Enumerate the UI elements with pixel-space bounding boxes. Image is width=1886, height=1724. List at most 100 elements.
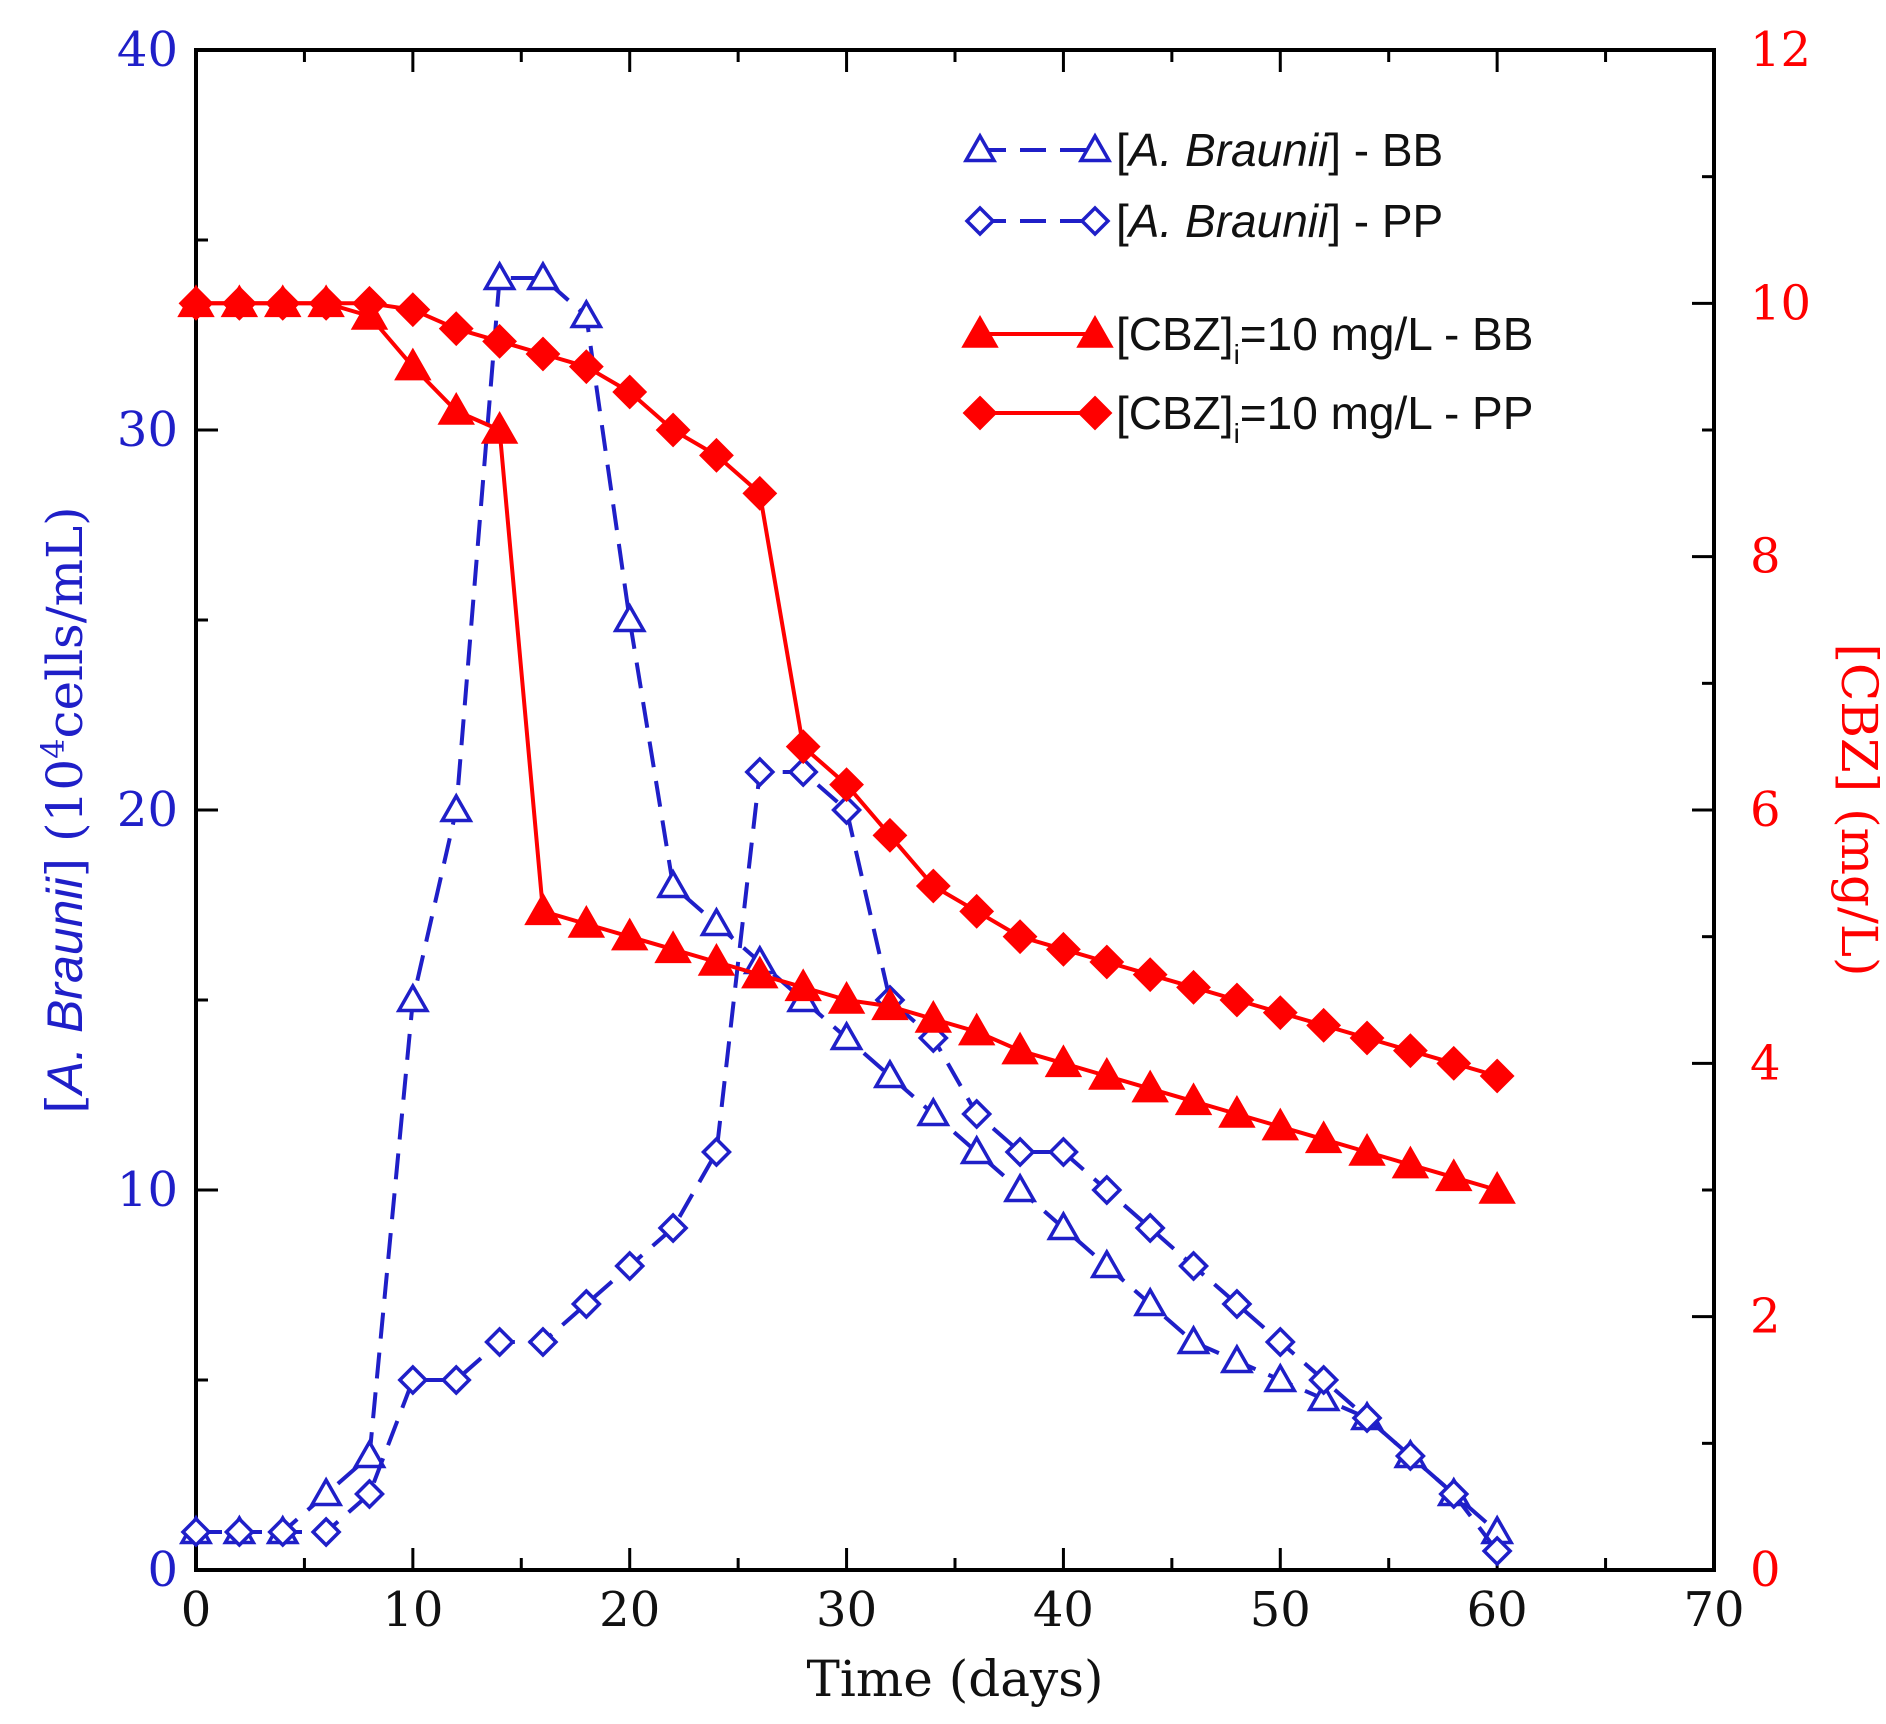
data-point <box>439 792 474 823</box>
data-point <box>1176 969 1211 1005</box>
y-left-tick-label: 0 <box>147 1542 178 1598</box>
data-point <box>1304 1120 1343 1154</box>
data-point <box>482 260 517 291</box>
legend-label: [A. Braunii] - BB <box>1116 124 1443 176</box>
data-point <box>397 1364 429 1396</box>
x-tick-label: 20 <box>599 1582 660 1638</box>
x-tick-label: 10 <box>382 1582 443 1638</box>
y-left-tick-label: 10 <box>117 1162 178 1218</box>
y-left-tick-label: 20 <box>117 782 178 838</box>
data-point <box>871 987 909 1021</box>
data-point <box>1481 1535 1513 1567</box>
data-point <box>1262 995 1298 1031</box>
data-point <box>916 1096 951 1127</box>
x-tick-label: 0 <box>181 1582 212 1638</box>
data-point <box>1351 1402 1383 1434</box>
plot-frame <box>194 48 1716 1572</box>
data-point <box>1391 1145 1430 1179</box>
data-point <box>785 729 821 765</box>
y-left-axis-title: [A. Braunii] (104cells/mL) <box>34 506 94 1113</box>
data-point <box>1046 1210 1081 1241</box>
legend-label: [CBZ]i=10 mg/L - BB <box>1116 308 1533 370</box>
data-point <box>394 347 432 381</box>
data-point <box>1001 1031 1039 1065</box>
y-right-tick-labels: 0 2 4 6 8 10 12 <box>1750 22 1811 1598</box>
data-point <box>697 942 736 976</box>
data-point <box>1004 1136 1036 1168</box>
legend-marker <box>962 395 998 431</box>
data-point <box>610 917 649 951</box>
data-point <box>829 767 864 803</box>
data-point <box>395 982 430 1013</box>
data-point <box>524 892 562 926</box>
data-point <box>1221 1288 1253 1320</box>
x-tick-label: 60 <box>1467 1582 1528 1638</box>
data-point <box>265 285 301 321</box>
data-point <box>657 1212 689 1244</box>
x-tick-label: 40 <box>1033 1582 1094 1638</box>
data-point <box>1178 1250 1210 1282</box>
data-point <box>1002 919 1038 955</box>
y-left-title-part-3: ] (10 <box>36 759 94 878</box>
data-point <box>527 1326 559 1358</box>
data-point <box>221 285 257 321</box>
data-point <box>784 968 822 1002</box>
legend-marker <box>1076 314 1114 348</box>
data-point <box>354 1478 385 1510</box>
data-point <box>1132 957 1168 993</box>
y-right-tick-label: 2 <box>1750 1289 1781 1345</box>
data-point <box>480 410 519 444</box>
data-point <box>744 756 776 788</box>
legend-label: [A. Braunii] - PP <box>1116 195 1443 247</box>
data-point <box>1306 1381 1341 1412</box>
legend-marker <box>1077 132 1113 163</box>
x-tick-label: 70 <box>1683 1582 1744 1638</box>
y-right-tick-label: 4 <box>1750 1035 1781 1091</box>
x-axis-title: Time (days) <box>807 1650 1104 1708</box>
data-point <box>872 817 908 853</box>
data-point <box>1047 1136 1079 1168</box>
x-tick-label: 50 <box>1250 1582 1311 1638</box>
data-point <box>438 311 474 347</box>
data-point <box>957 1012 996 1046</box>
y-right-axis-title: [CBZ] (mg/L) <box>1830 643 1886 976</box>
y-left-tick-label: 30 <box>117 402 178 458</box>
data-point <box>787 756 819 788</box>
data-point <box>1436 1045 1472 1081</box>
legend: [A. Braunii] - BB [A. Braunii] - PP [CBZ]i… <box>961 124 1533 449</box>
data-point <box>567 904 606 938</box>
data-point <box>1264 1326 1296 1358</box>
data-point <box>1392 1033 1428 1069</box>
data-point <box>437 391 475 425</box>
data-point <box>699 906 734 937</box>
data-point <box>482 323 518 359</box>
data-point <box>568 349 604 385</box>
data-point <box>267 1516 299 1548</box>
legend-marker <box>1079 205 1111 237</box>
data-point <box>829 1020 864 1051</box>
data-point <box>655 412 691 448</box>
legend-marker <box>964 205 996 237</box>
data-point <box>310 1516 342 1548</box>
data-point <box>1134 1212 1166 1244</box>
y-right-tick-label: 12 <box>1750 22 1811 78</box>
data-point <box>872 1058 907 1089</box>
data-point <box>395 292 431 328</box>
data-point <box>525 336 561 372</box>
y-left-tick-labels: 0 10 20 30 40 <box>117 22 178 1598</box>
y-right-tick-label: 6 <box>1750 782 1781 838</box>
data-point <box>961 1098 993 1130</box>
series-1 <box>178 260 1515 1545</box>
series-layer <box>177 260 1516 1567</box>
y-right-tick-label: 8 <box>1750 529 1781 585</box>
data-point <box>1435 1158 1473 1192</box>
legend-marker <box>1077 395 1113 431</box>
data-point <box>1219 982 1255 1018</box>
series-4 <box>178 285 1515 1094</box>
x-tick-labels: 0 10 20 30 40 50 60 70 <box>181 1582 1745 1638</box>
data-point <box>1308 1364 1340 1396</box>
data-point <box>742 475 778 511</box>
data-point <box>741 955 779 989</box>
